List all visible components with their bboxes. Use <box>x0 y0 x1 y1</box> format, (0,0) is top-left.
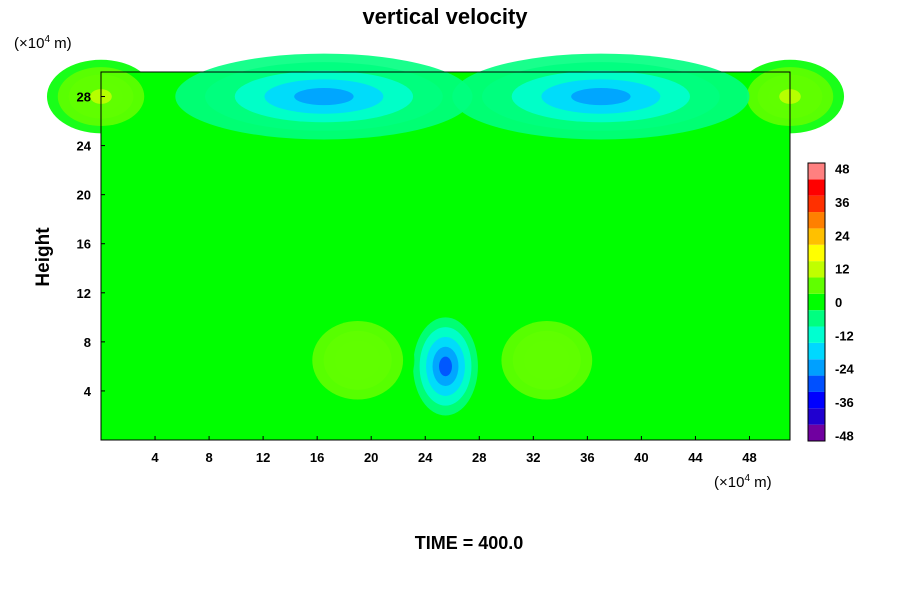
colorbar <box>807 162 826 442</box>
colorbar-segment <box>808 293 825 311</box>
colorbar-segment <box>808 195 825 213</box>
colorbar-segment <box>808 212 825 229</box>
downdraft-region <box>175 53 473 140</box>
colorbar-segment <box>808 408 825 425</box>
y-tick-label: 28 <box>77 90 91 105</box>
colorbar-segment <box>808 375 825 392</box>
updraft-contour <box>535 350 559 371</box>
downdraft-contour <box>439 356 452 377</box>
colorbar-frame <box>807 162 826 442</box>
x-tick-label: 44 <box>688 450 703 465</box>
colorbar-segment <box>808 326 825 343</box>
downdraft-contour <box>571 87 631 106</box>
time-label: TIME = 400.0 <box>415 533 524 553</box>
y-tick-label: 16 <box>77 237 91 252</box>
colorbar-tick-label: -48 <box>835 428 854 443</box>
y-axis-ticks: 4 8 12 16 20 24 28 <box>77 90 105 399</box>
x-tick-label: 40 <box>634 450 648 465</box>
colorbar-segment <box>808 424 825 441</box>
colorbar-tick-label: 0 <box>835 295 842 310</box>
x-tick-label: 16 <box>310 450 324 465</box>
chart-title: vertical velocity <box>362 4 528 29</box>
updraft-region <box>300 311 415 410</box>
x-tick-label: 32 <box>526 450 540 465</box>
x-tick-label: 36 <box>580 450 594 465</box>
colorbar-segment <box>808 261 825 278</box>
y-tick-label: 24 <box>77 139 92 154</box>
plot-frame <box>100 71 791 441</box>
colorbar-ticks: 48 36 24 12 0 -12 -24 -36 -48 <box>835 162 855 444</box>
downdraft-contour <box>294 87 354 106</box>
colorbar-tick-label: -24 <box>835 362 855 377</box>
colorbar-segment <box>808 359 825 376</box>
y-tick-label: 8 <box>84 335 91 350</box>
y-tick-label: 12 <box>77 286 91 301</box>
x-tick-label: 8 <box>205 450 212 465</box>
x-tick-label: 20 <box>364 450 378 465</box>
colorbar-tick-label: 24 <box>835 228 850 243</box>
colorbar-segment <box>808 163 825 180</box>
updraft-contour <box>346 350 370 371</box>
colorbar-segment <box>808 277 825 294</box>
y-tick-label: 20 <box>77 188 91 203</box>
colorbar-segment <box>808 391 825 409</box>
colorbar-segment <box>808 228 825 245</box>
updraft-region <box>490 311 604 410</box>
x-tick-label: 28 <box>472 450 486 465</box>
x-tick-label: 24 <box>418 450 433 465</box>
colorbar-tick-label: 48 <box>835 162 849 177</box>
colorbar-tick-label: -36 <box>835 395 854 410</box>
colorbar-segment <box>808 342 825 360</box>
downdraft-region <box>452 53 750 140</box>
x-axis-ticks: 4 8 12 16 20 24 28 32 36 40 44 48 <box>151 436 757 465</box>
colorbar-tick-label: 36 <box>835 195 849 210</box>
y-unit-label: (×104 m) <box>14 34 72 52</box>
velocity-field <box>46 53 845 440</box>
colorbar-segment <box>808 179 825 196</box>
downdraft-region <box>413 317 478 416</box>
colorbar-segment <box>808 244 825 262</box>
y-tick-label: 4 <box>84 384 92 399</box>
x-tick-label: 48 <box>742 450 756 465</box>
y-axis-label: Height <box>33 227 54 287</box>
colorbar-tick-label: 12 <box>835 262 849 277</box>
colorbar-tick-label: -12 <box>835 328 854 343</box>
x-unit-label: (×104 m) <box>714 473 772 491</box>
x-tick-label: 12 <box>256 450 270 465</box>
colorbar-segment <box>808 310 825 327</box>
x-tick-label: 4 <box>151 450 159 465</box>
